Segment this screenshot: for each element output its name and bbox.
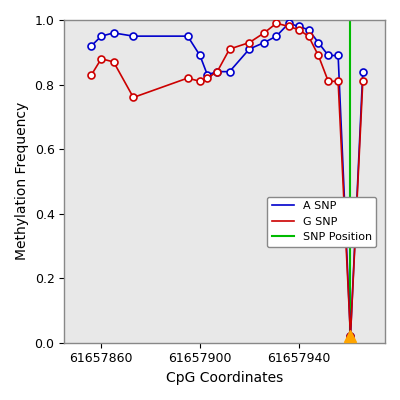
Legend: A SNP, G SNP, SNP Position: A SNP, G SNP, SNP Position <box>267 197 376 247</box>
X-axis label: CpG Coordinates: CpG Coordinates <box>166 371 283 385</box>
Y-axis label: Methylation Frequency: Methylation Frequency <box>15 102 29 260</box>
